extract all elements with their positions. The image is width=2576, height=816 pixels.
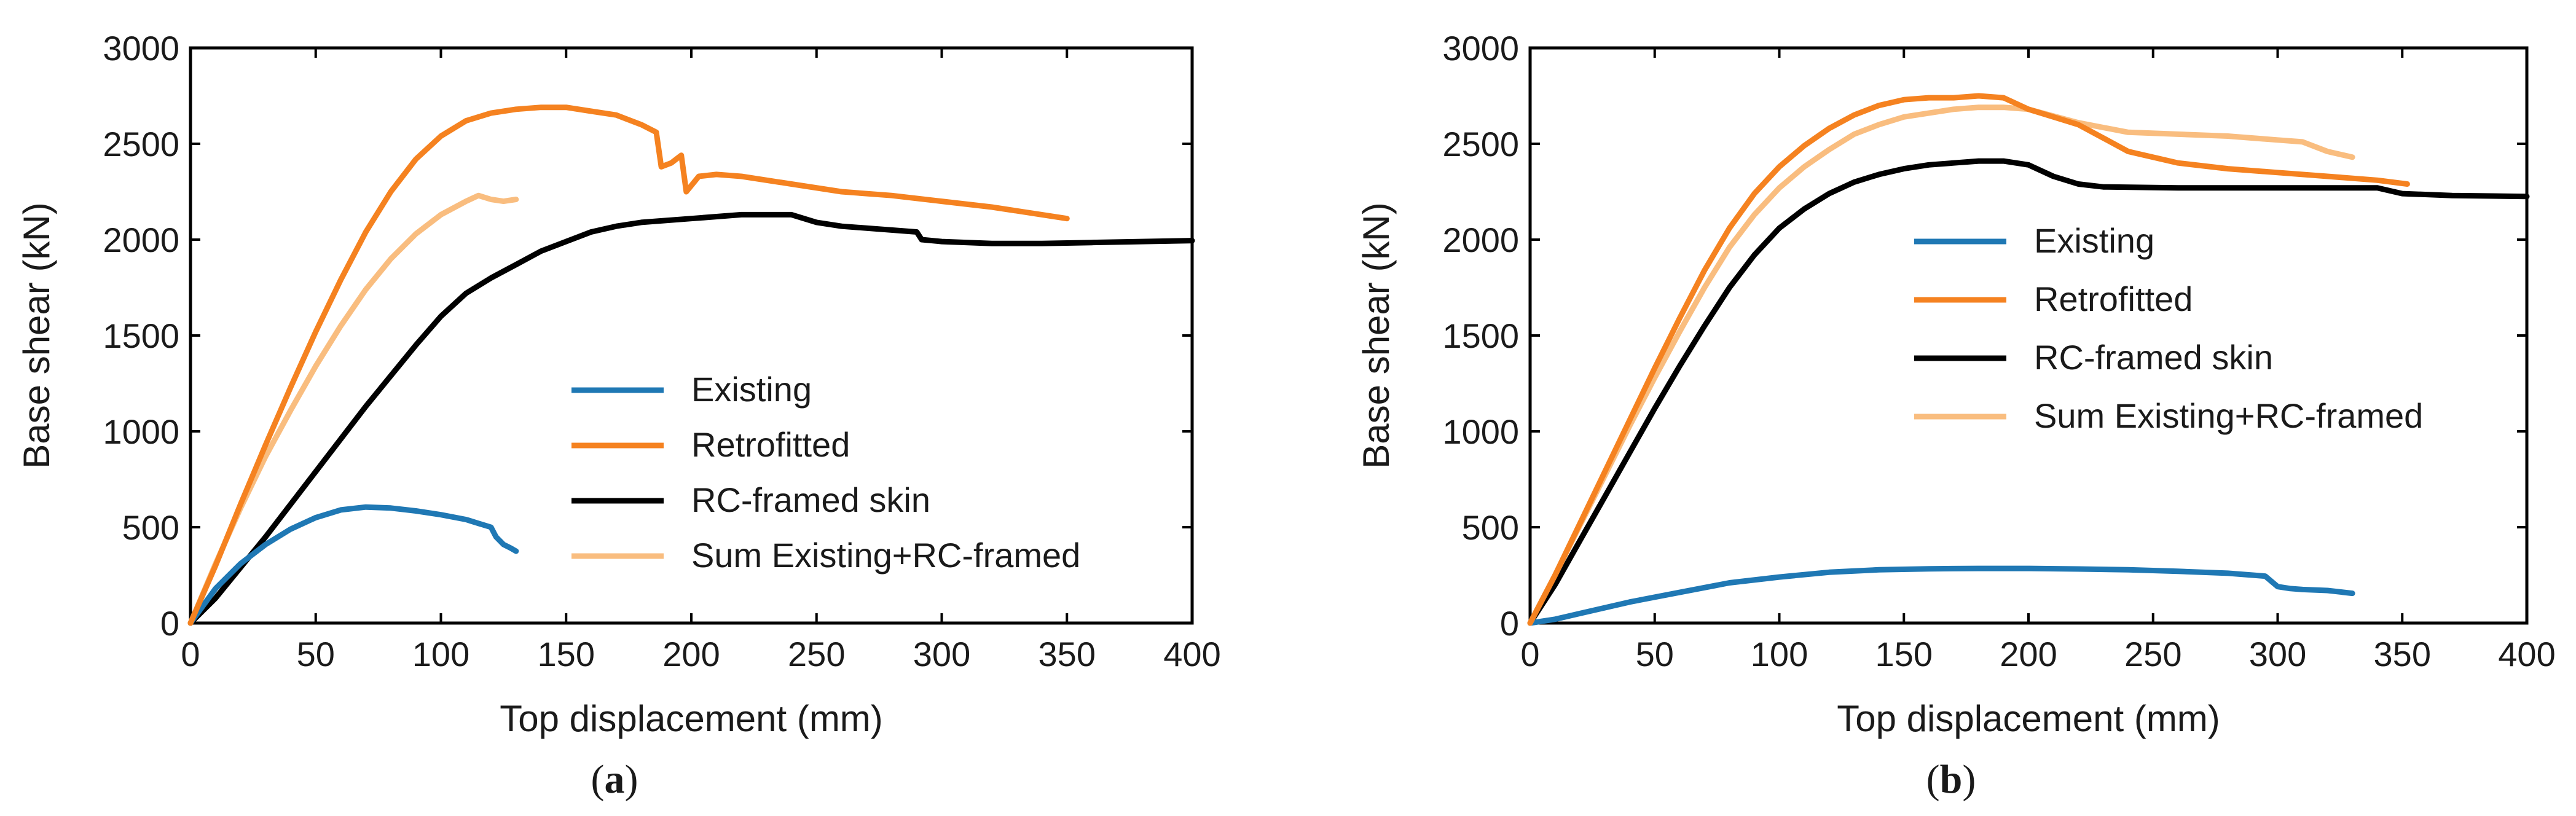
x-tick-label: 300 (913, 635, 970, 673)
legend-label-existing: Existing (691, 370, 812, 409)
y-axis-label: Base shear (kN) (1356, 202, 1397, 468)
x-tick-label: 150 (1875, 635, 1933, 673)
legend-label-rc-framed-skin: RC-framed skin (691, 481, 930, 519)
y-tick-label: 1000 (103, 412, 179, 451)
tick-group: 0 50 100 150 200 250 300 350 400 0 500 1000 1500 2000… (103, 29, 1220, 673)
y-tick-label: 500 (1462, 508, 1519, 547)
x-tick-label: 200 (2000, 635, 2057, 673)
series-line-retrofitted (187, 104, 1070, 626)
panel-caption-a: (a) (591, 757, 638, 802)
x-tick-label: 400 (1163, 635, 1220, 673)
series-line-existing (1527, 565, 2355, 626)
y-tick-label: 1500 (103, 316, 179, 355)
x-tick-label: 100 (412, 635, 469, 673)
chart-panel-b: 0 50 100 150 200 250 300 350 400 0 500 1000 1500 2000… (1356, 29, 2556, 802)
panel-caption-b: (b) (1926, 757, 1976, 802)
x-tick-label: 350 (2374, 635, 2431, 673)
series-line-rc-framed-skin (1527, 158, 2530, 626)
x-tick-label: 0 (181, 635, 200, 673)
series-line-sum-existing-rc-framed (1527, 104, 2355, 626)
legend: Existing Retrofitted RC-framed skin Sum … (1914, 221, 2423, 435)
x-tick-label: 50 (297, 635, 335, 673)
legend-label-retrofitted: Retrofitted (2034, 280, 2193, 318)
x-tick-label: 300 (2249, 635, 2306, 673)
y-tick-label: 3000 (1442, 29, 1519, 68)
x-tick-label: 250 (2124, 635, 2181, 673)
x-tick-label: 350 (1039, 635, 1096, 673)
legend-label-rc-framed-skin: RC-framed skin (2034, 338, 2273, 377)
x-tick-label: 200 (662, 635, 720, 673)
x-axis-label: Top displacement (mm) (1837, 698, 2220, 739)
y-tick-label: 2000 (103, 221, 179, 259)
y-tick-label: 2000 (1442, 221, 1519, 259)
tick-group: 0 50 100 150 200 250 300 350 400 0 500 1000 1500 2000… (1442, 29, 2555, 673)
y-tick-label: 0 (1500, 604, 1519, 643)
series-group (187, 104, 1195, 626)
x-tick-label: 150 (538, 635, 595, 673)
x-tick-label: 50 (1636, 635, 1674, 673)
y-tick-label: 500 (122, 508, 179, 547)
chart-panel-a: 0 50 100 150 200 250 300 350 400 0 500 1000 1500 2000… (16, 29, 1221, 802)
y-tick-label: 3000 (103, 29, 179, 68)
series-line-rc-framed-skin (187, 211, 1195, 626)
y-tick-label: 2500 (1442, 125, 1519, 163)
legend: Existing Retrofitted RC-framed skin Sum … (571, 370, 1080, 575)
x-tick-label: 0 (1520, 635, 1539, 673)
series-group (1527, 93, 2530, 626)
series-line-retrofitted (1527, 93, 2410, 626)
x-axis-label: Top displacement (mm) (500, 698, 883, 739)
legend-label-sum: Sum Existing+RC-framed (2034, 396, 2423, 435)
series-line-existing (187, 504, 519, 626)
y-axis-label: Base shear (kN) (16, 202, 57, 468)
x-tick-label: 100 (1751, 635, 1808, 673)
legend-label-sum: Sum Existing+RC-framed (691, 536, 1080, 575)
legend-label-retrofitted: Retrofitted (691, 425, 850, 464)
y-tick-label: 1000 (1442, 412, 1519, 451)
x-tick-label: 250 (788, 635, 845, 673)
x-tick-label: 400 (2498, 635, 2555, 673)
y-tick-label: 1500 (1442, 316, 1519, 355)
series-line-sum-existing-rc-framed (187, 192, 519, 626)
y-tick-label: 0 (160, 604, 179, 643)
y-tick-label: 2500 (103, 125, 179, 163)
legend-label-existing: Existing (2034, 221, 2154, 260)
